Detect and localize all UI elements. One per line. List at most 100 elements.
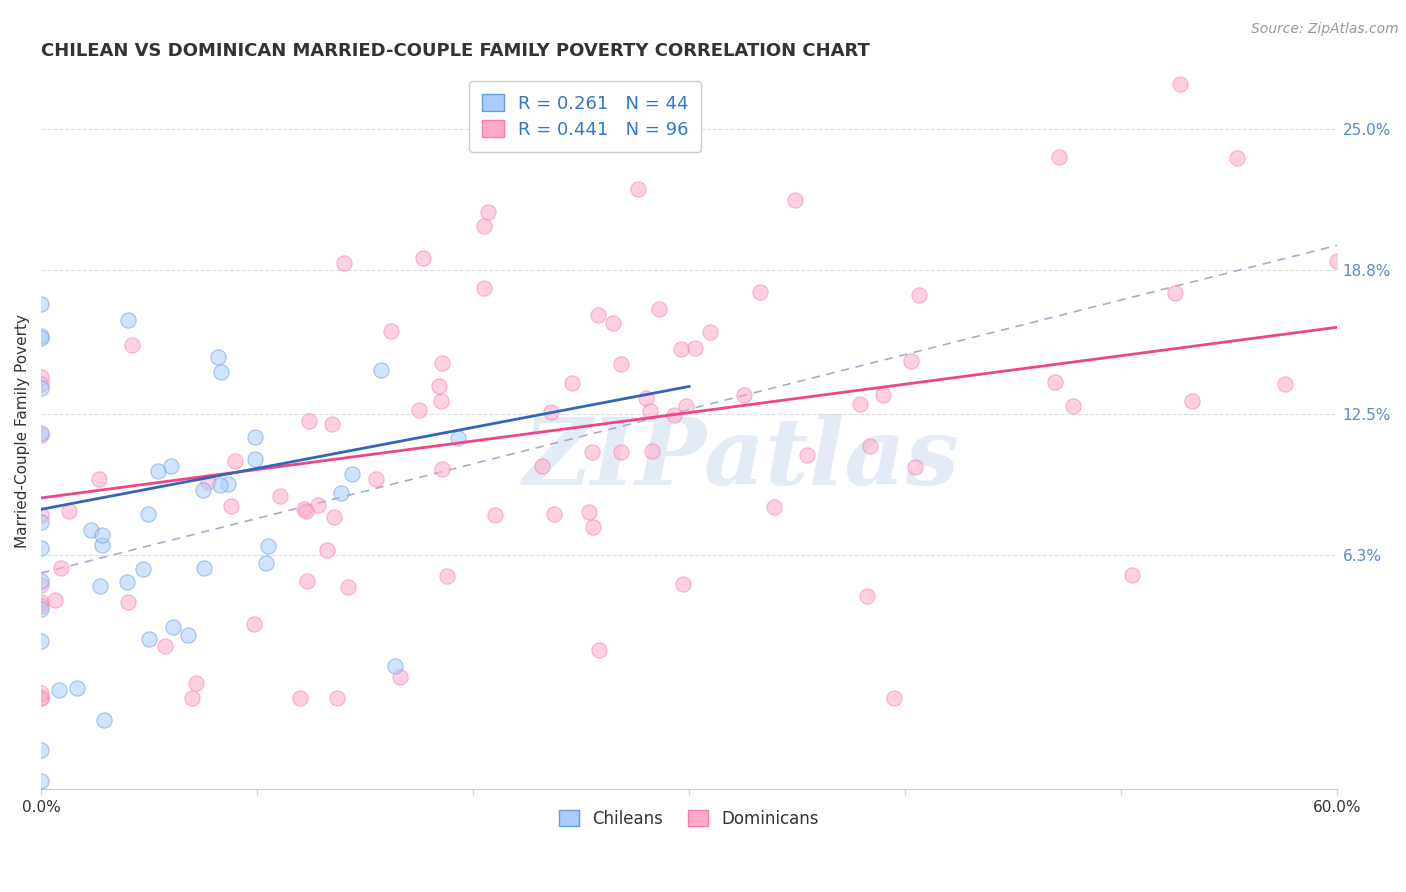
Point [472, 219, 495, 233]
Point [221, 499, 243, 513]
Point [904, 460, 927, 475]
Point [641, 443, 664, 458]
Point [117, 313, 139, 327]
Point [89, 578, 111, 592]
Point [191, 483, 214, 498]
Point [1326, 253, 1348, 268]
Point [610, 444, 633, 458]
Point [430, 356, 453, 370]
Point [30, 602, 52, 616]
Point [1047, 150, 1070, 164]
Point [256, 539, 278, 553]
Point [51, 561, 73, 575]
Point [93, 713, 115, 727]
Point [683, 341, 706, 355]
Point [1226, 151, 1249, 165]
Point [153, 639, 176, 653]
Point [115, 575, 138, 590]
Point [762, 500, 785, 514]
Point [30, 428, 52, 442]
Point [30, 578, 52, 592]
Point [427, 379, 450, 393]
Point [184, 676, 207, 690]
Point [543, 507, 565, 521]
Point [316, 542, 339, 557]
Point [636, 391, 658, 405]
Point [474, 281, 496, 295]
Point [90, 527, 112, 541]
Point [872, 388, 894, 402]
Point [321, 417, 343, 432]
Point [336, 580, 359, 594]
Point [131, 561, 153, 575]
Point [855, 589, 877, 603]
Point [44, 592, 66, 607]
Point [849, 397, 872, 411]
Point [159, 458, 181, 473]
Point [181, 691, 204, 706]
Point [288, 691, 311, 706]
Point [30, 574, 52, 589]
Point [48, 683, 70, 698]
Point [292, 502, 315, 516]
Point [30, 515, 52, 529]
Point [675, 400, 697, 414]
Point [207, 350, 229, 364]
Point [1181, 393, 1204, 408]
Point [561, 376, 583, 390]
Point [610, 358, 633, 372]
Text: CHILEAN VS DOMINICAN MARRIED-COUPLE FAMILY POVERTY CORRELATION CHART: CHILEAN VS DOMINICAN MARRIED-COUPLE FAMI… [41, 42, 870, 60]
Point [30, 370, 52, 384]
Point [408, 402, 430, 417]
Point [30, 599, 52, 614]
Point [364, 472, 387, 486]
Point [859, 439, 882, 453]
Point [672, 577, 695, 591]
Point [447, 430, 470, 444]
Point [588, 643, 610, 657]
Point [384, 658, 406, 673]
Point [66, 681, 89, 695]
Point [30, 541, 52, 555]
Point [148, 464, 170, 478]
Point [540, 405, 562, 419]
Point [30, 691, 52, 706]
Point [80, 524, 103, 538]
Point [578, 505, 600, 519]
Point [30, 773, 52, 788]
Point [1164, 286, 1187, 301]
Point [330, 486, 353, 500]
Point [30, 297, 52, 311]
Y-axis label: Married-Couple Family Poverty: Married-Couple Family Poverty [15, 314, 30, 548]
Point [360, 813, 382, 827]
Point [699, 325, 721, 339]
Point [224, 454, 246, 468]
Point [1043, 375, 1066, 389]
Point [117, 595, 139, 609]
Point [389, 670, 412, 684]
Point [208, 477, 231, 491]
Point [295, 574, 318, 588]
Point [436, 569, 458, 583]
Point [907, 287, 929, 301]
Point [162, 620, 184, 634]
Point [193, 561, 215, 575]
Point [581, 444, 603, 458]
Point [87, 472, 110, 486]
Point [91, 538, 114, 552]
Text: ZIPatlas: ZIPatlas [523, 415, 959, 505]
Point [733, 388, 755, 402]
Point [30, 691, 52, 706]
Point [325, 691, 347, 706]
Point [648, 302, 671, 317]
Point [197, 475, 219, 489]
Point [669, 343, 692, 357]
Point [664, 408, 686, 422]
Point [30, 380, 52, 394]
Point [1274, 376, 1296, 391]
Text: Source: ZipAtlas.com: Source: ZipAtlas.com [1251, 22, 1399, 37]
Point [477, 205, 499, 219]
Point [138, 632, 160, 646]
Point [484, 508, 506, 523]
Point [217, 477, 239, 491]
